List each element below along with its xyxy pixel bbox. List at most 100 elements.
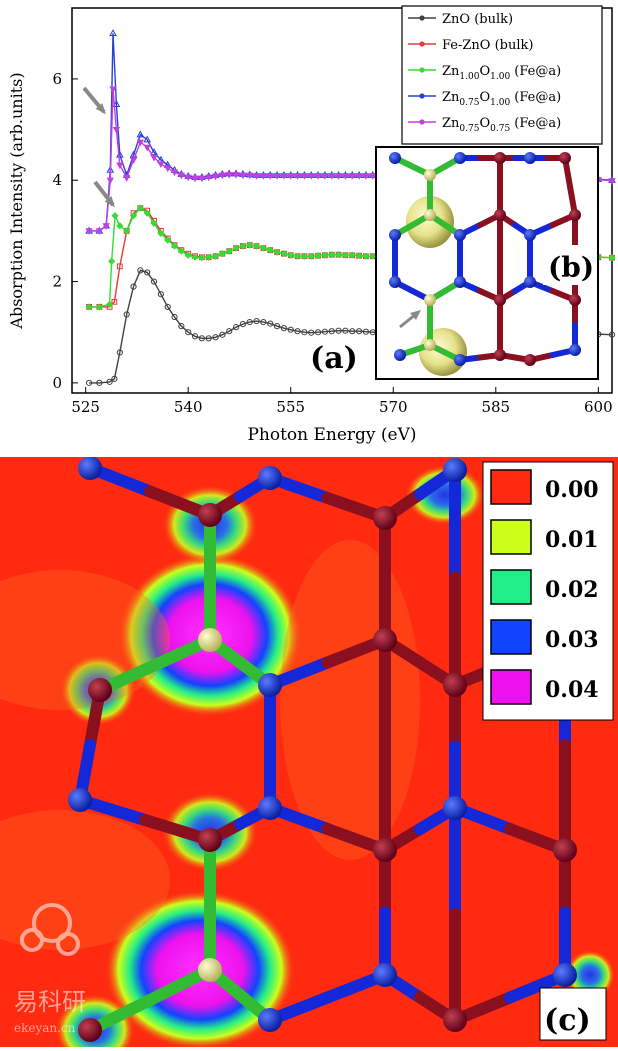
zn-atom (443, 673, 467, 697)
data-point (184, 174, 192, 182)
data-point (170, 169, 179, 177)
data-point (300, 252, 308, 260)
watermark-logo: 易科研 ekeyan.cn (14, 903, 86, 1035)
data-point (184, 251, 192, 259)
x-tick-label: 600 (584, 398, 613, 416)
feature-arrow-head (95, 103, 106, 115)
data-point (369, 252, 377, 260)
data-point (212, 334, 219, 341)
data-point (314, 252, 322, 260)
zn-atom (569, 294, 581, 306)
data-point (608, 178, 616, 185)
legend-entry-4: Zn0.75O0.75 (Fe@a) (442, 116, 561, 134)
data-point (95, 228, 104, 235)
data-point (321, 173, 329, 180)
data-point (129, 157, 138, 164)
data-point (150, 148, 158, 156)
x-tick-label: 525 (71, 398, 100, 416)
data-point (280, 325, 287, 332)
data-point (246, 318, 253, 326)
data-point (308, 329, 315, 336)
fe-atom (424, 209, 436, 221)
data-point (355, 252, 363, 260)
density-legend-swatch (490, 469, 532, 505)
data-point (294, 328, 301, 335)
o-atom (258, 796, 282, 820)
y-axis-label: Absorption Intensity (arb.units) (7, 72, 26, 329)
data-point (85, 228, 93, 235)
data-point (116, 222, 124, 230)
data-point (355, 328, 363, 335)
legend-swatch-marker (419, 15, 425, 21)
data-point (143, 135, 152, 143)
data-point (108, 257, 116, 265)
o-atom (258, 673, 282, 697)
data-point (177, 172, 186, 180)
data-point (253, 317, 260, 325)
x-tick-label: 555 (276, 398, 305, 416)
data-point (369, 173, 377, 180)
data-point (239, 321, 246, 328)
fe-atom (198, 958, 222, 982)
panel-c-label-bg (539, 987, 607, 1041)
data-point (109, 29, 117, 37)
data-point (116, 263, 123, 270)
o-atom (524, 152, 536, 164)
data-point (164, 236, 172, 244)
data-point (95, 303, 103, 311)
data-point (137, 267, 144, 274)
data-point (143, 144, 151, 152)
data-point (328, 328, 335, 335)
data-point (198, 335, 205, 342)
zn-atom (198, 828, 222, 852)
data-point (106, 378, 113, 385)
density-halo (0, 810, 170, 950)
chart-legend: ZnO (bulk) Fe-ZnO (bulk) Zn1.00O1.00 (Fe@a… (401, 5, 603, 145)
data-point (301, 329, 308, 336)
o-atom (524, 276, 536, 288)
inset-structure (389, 152, 581, 376)
data-point (85, 379, 93, 386)
density-halo (280, 540, 420, 860)
data-point (267, 320, 274, 327)
data-point (130, 283, 137, 290)
data-point (307, 252, 315, 260)
density-legend-label-0: 0.00 (545, 477, 599, 503)
x-tick-label: 585 (481, 398, 510, 416)
data-point (266, 173, 274, 180)
data-point (218, 250, 226, 258)
data-point (123, 311, 130, 318)
panel-b-inset-structure: (b) (375, 146, 599, 380)
data-point (102, 223, 110, 230)
zn-atom (373, 506, 397, 530)
data-point (106, 300, 114, 308)
data-point (259, 173, 268, 180)
data-point (191, 175, 199, 183)
data-point (136, 204, 144, 212)
o-atom (454, 152, 466, 164)
inset-arrow-head (410, 310, 421, 320)
data-point (341, 173, 350, 180)
data-point (239, 242, 247, 250)
data-point (177, 247, 185, 255)
data-point (226, 328, 233, 335)
data-point (157, 229, 165, 237)
data-point (211, 173, 220, 181)
density-legend-swatch (490, 569, 532, 605)
zn-atom (494, 152, 506, 164)
density-legend: 0.00 0.01 0.02 0.03 0.04 (482, 461, 614, 721)
feature-arrow-head (104, 196, 115, 208)
data-point (123, 227, 131, 235)
legend-entry-3: Zn0.75O1.00 (Fe@a) (442, 90, 561, 108)
legend-swatch-marker (419, 67, 425, 73)
y-tick-label: 6 (52, 70, 62, 88)
data-point (287, 251, 295, 259)
inset-label-bg (543, 245, 595, 285)
data-point (348, 251, 356, 259)
data-point (307, 173, 315, 180)
data-point (178, 323, 185, 330)
data-point (355, 173, 363, 180)
zn-atom (494, 209, 506, 221)
legend-swatch-marker (419, 119, 425, 125)
data-point (157, 291, 164, 298)
